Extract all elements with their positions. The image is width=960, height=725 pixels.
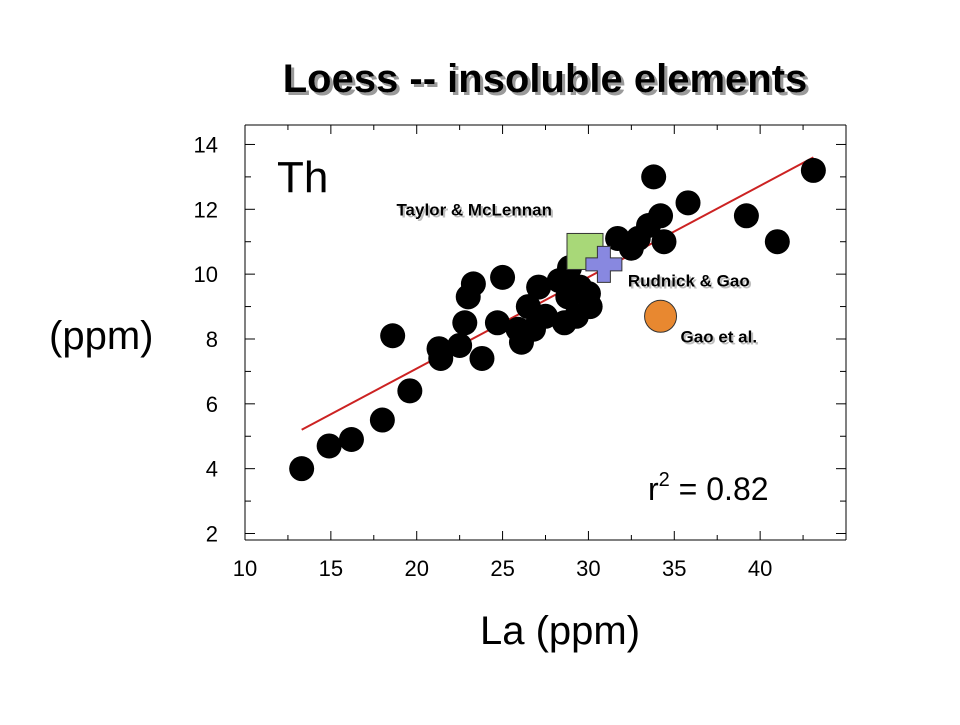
data-point (428, 345, 454, 371)
data-point (289, 456, 315, 482)
x-tick-label: 30 (576, 556, 600, 581)
data-point (490, 264, 516, 290)
y-tick-label: 14 (194, 132, 218, 157)
y-tick-label: 12 (194, 197, 218, 222)
data-point (460, 271, 486, 297)
data-point (338, 426, 364, 452)
reference-markers: Taylor & McLennan Rudnick & Gao Gao et al. (396, 200, 757, 346)
y-axis: 2 4 6 8 10 12 14 (194, 132, 846, 547)
reference-marker-circle (644, 299, 678, 333)
data-points (289, 157, 826, 482)
r-squared-value: = 0.82 (670, 471, 769, 507)
data-point (397, 378, 423, 404)
x-axis: 10 15 20 25 30 35 40 (233, 125, 847, 581)
data-point (577, 294, 603, 320)
y-axis-label: (ppm) (49, 314, 153, 358)
y-tick-label: 10 (194, 262, 218, 287)
r-squared-base: r (648, 471, 659, 507)
data-point (675, 190, 701, 216)
data-point (800, 157, 826, 183)
data-point (380, 323, 406, 349)
data-point (764, 229, 790, 255)
reference-label: Gao et al. (681, 327, 758, 346)
x-tick-label: 35 (662, 556, 686, 581)
y-tick-label: 6 (206, 392, 218, 417)
reference-label: Taylor & McLennan (396, 200, 552, 219)
y-tick-label: 8 (206, 327, 218, 352)
chart-title: Loess -- insoluble elements (283, 57, 808, 101)
data-point (369, 407, 395, 433)
data-point (484, 310, 510, 336)
reference-marker-cross (585, 245, 623, 283)
y-tick-label: 4 (206, 457, 218, 482)
data-point (648, 203, 674, 229)
data-point (733, 203, 759, 229)
x-tick-label: 15 (319, 556, 343, 581)
x-tick-label: 10 (233, 556, 257, 581)
r-squared-annotation: r2 = 0.82 (648, 469, 769, 507)
x-tick-label: 25 (490, 556, 514, 581)
element-label: Th (277, 153, 328, 202)
data-point (651, 229, 677, 255)
x-tick-label: 20 (404, 556, 428, 581)
reference-label: Rudnick & Gao (628, 271, 750, 290)
x-axis-label: La (ppm) (480, 609, 640, 653)
data-point (452, 310, 478, 336)
x-tick-label: 40 (748, 556, 772, 581)
r-squared-exponent: 2 (659, 469, 670, 491)
data-point (641, 164, 667, 190)
data-point (316, 433, 342, 459)
data-point (533, 303, 558, 329)
data-point (447, 332, 473, 358)
data-point (526, 274, 552, 300)
y-tick-label: 2 (206, 522, 218, 547)
data-point (469, 345, 495, 371)
